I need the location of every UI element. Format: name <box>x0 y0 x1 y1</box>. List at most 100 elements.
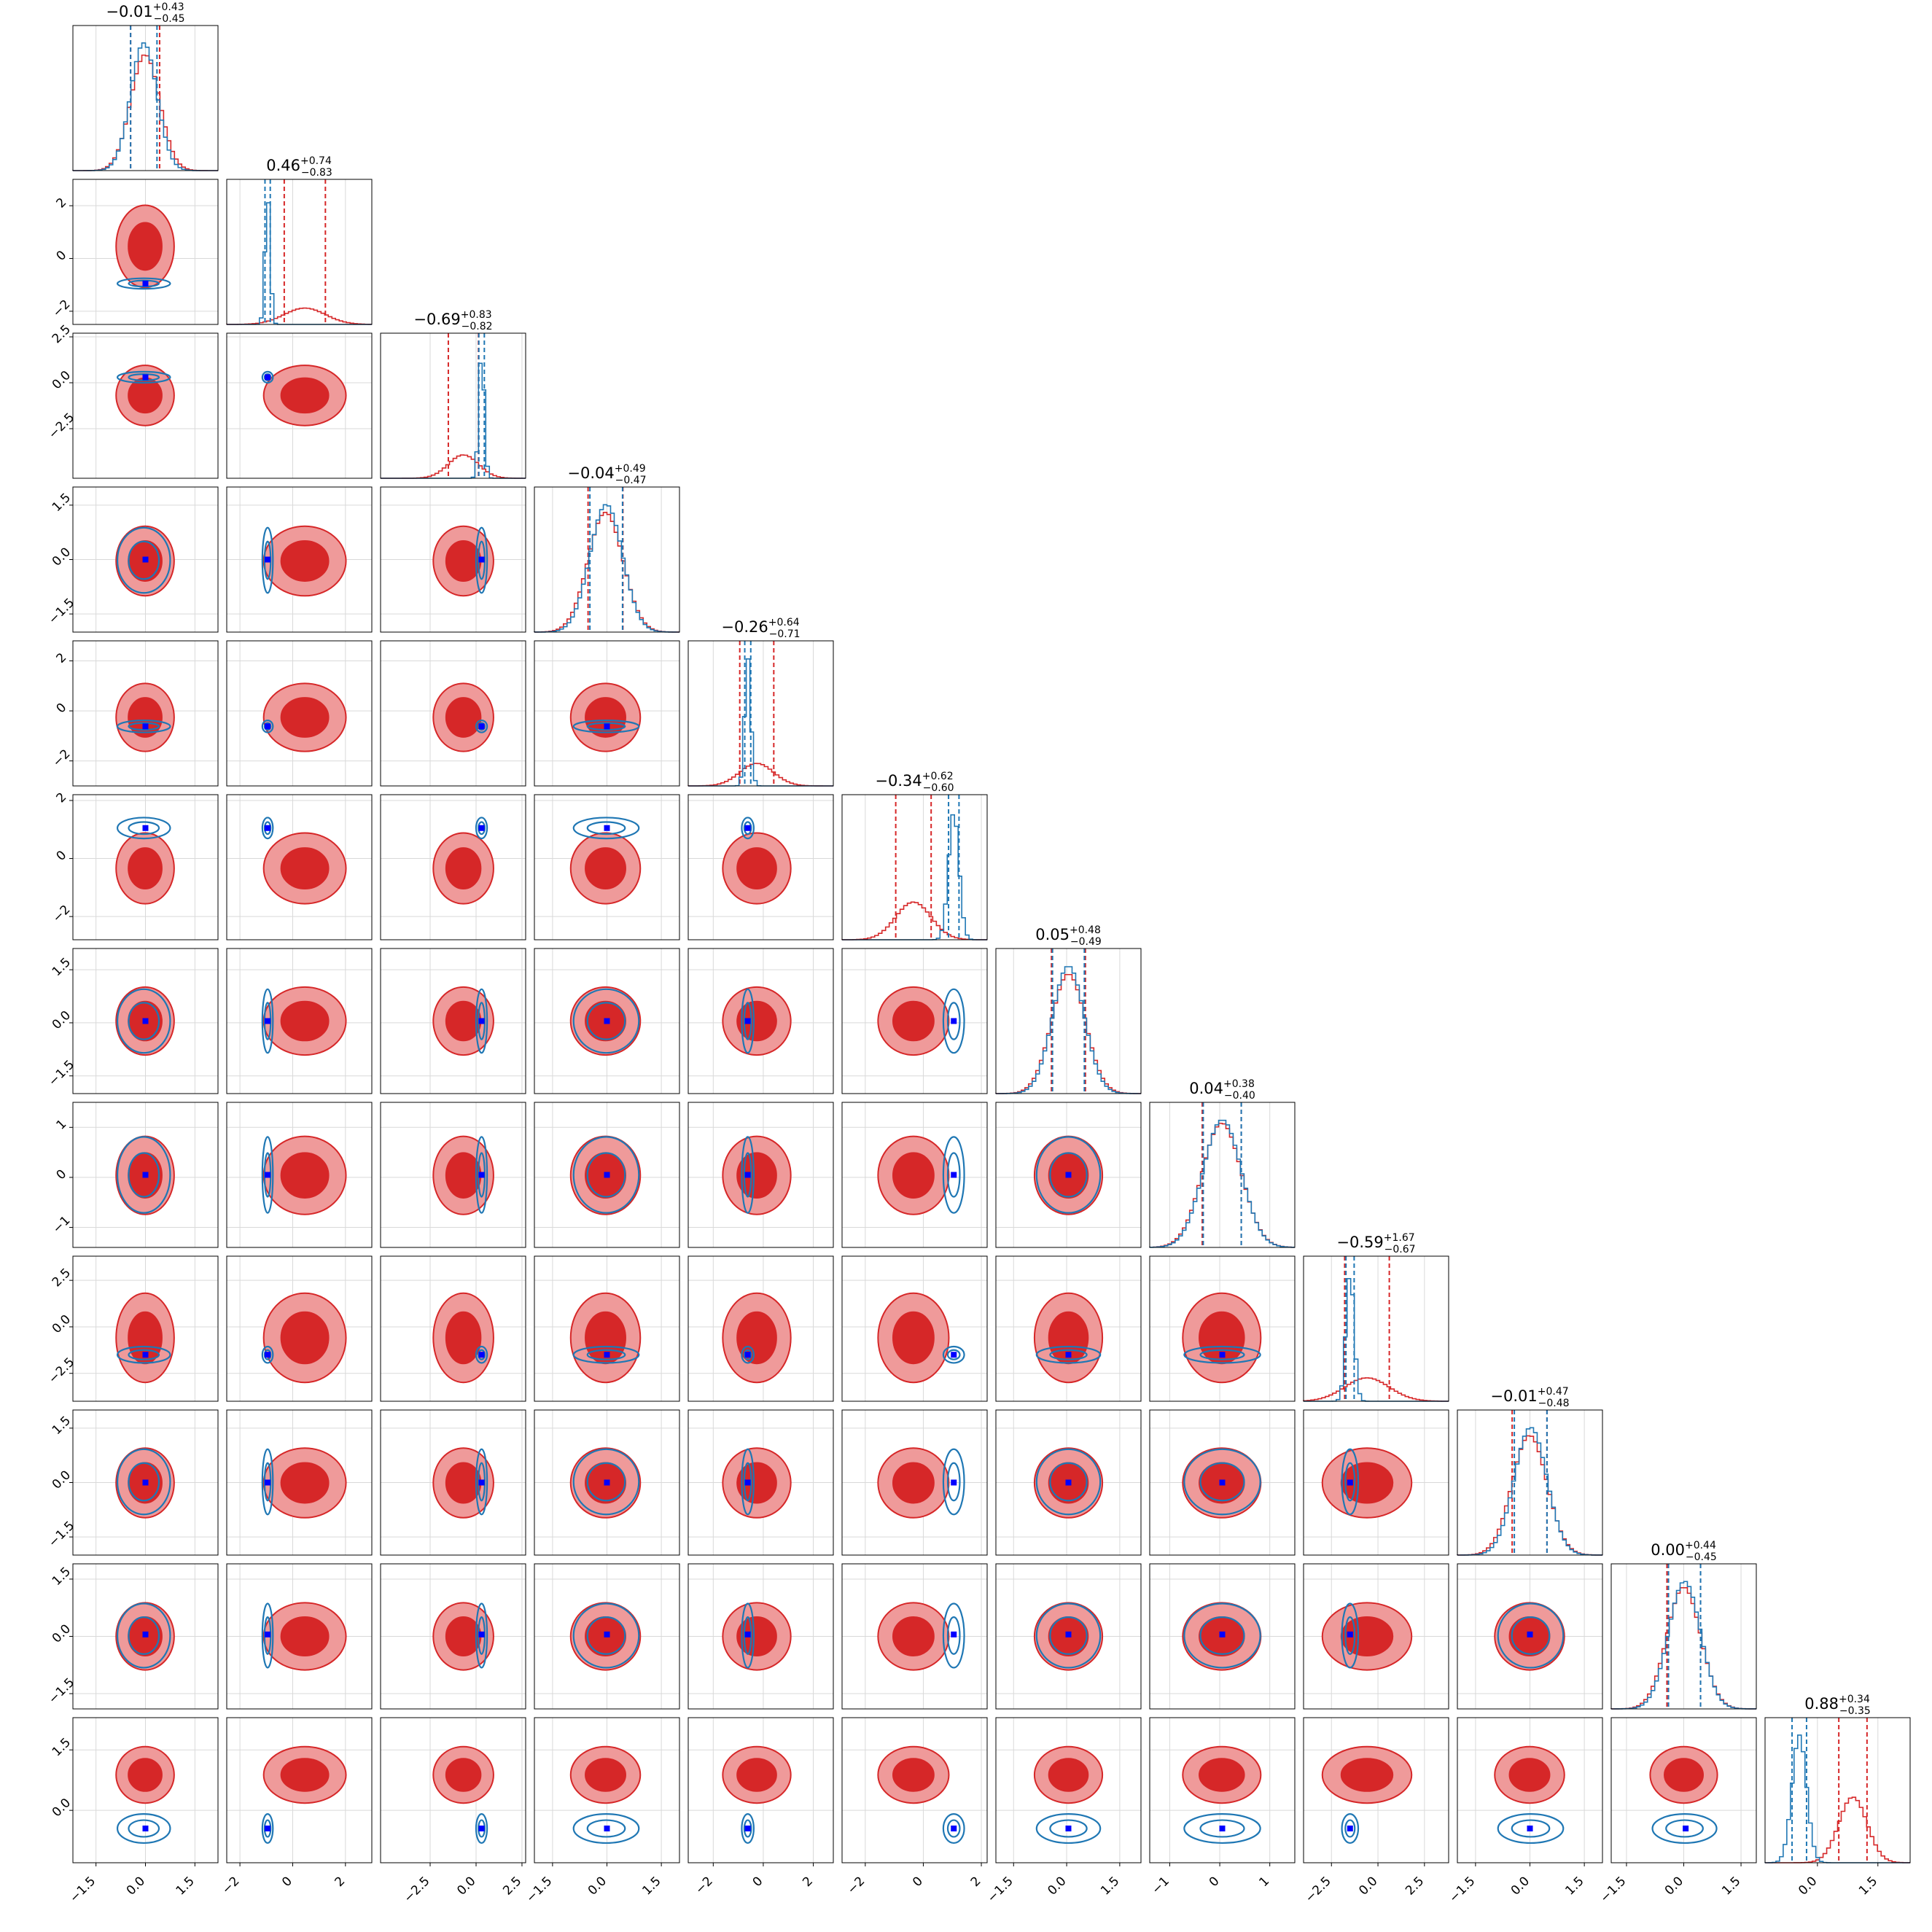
diag-panel-6: 0.05+0.48 −0.49 <box>995 924 1142 1094</box>
blue-contour-outer <box>261 1448 274 1516</box>
diag-title-4: −0.26+0.64 −0.71 <box>721 617 800 640</box>
panel-frame <box>995 948 1142 1094</box>
panel-frame <box>1149 1717 1296 1863</box>
blue-contour-outer <box>116 1813 171 1845</box>
blue-contour-inner <box>128 821 160 835</box>
diag-title-1: 0.46+0.74 −0.83 <box>266 155 332 179</box>
blue-contour-outer <box>261 720 274 733</box>
panel-8-0: −2.50.02.5 <box>46 1255 219 1402</box>
blue-contour-inner <box>946 1819 961 1838</box>
blue-contour-outer <box>1341 1602 1360 1669</box>
x-tick-label: −1.5 <box>67 1874 98 1905</box>
blue-contour-outer <box>1035 1345 1102 1364</box>
y-tick-label: 0.0 <box>50 1312 74 1336</box>
red-histogram <box>688 763 833 787</box>
truth-marker <box>604 1172 610 1178</box>
panel-frame <box>380 640 526 787</box>
x-tick-label: −2 <box>219 1874 243 1897</box>
panel-frame <box>72 640 219 787</box>
panel-9-0: −1.50.01.5 <box>46 1409 219 1556</box>
truth-marker <box>744 1018 751 1024</box>
panel-frame <box>380 486 526 633</box>
y-tick-label: 1.5 <box>50 1414 74 1438</box>
panel-3-2 <box>380 486 526 633</box>
blue-contour-outer <box>572 1602 640 1669</box>
x-tick-label: −1 <box>1149 1874 1172 1897</box>
y-tick-label: 1 <box>54 1117 70 1133</box>
truth-marker <box>951 1018 957 1024</box>
blue-contour-inner <box>1199 1616 1245 1655</box>
blue-contour-inner <box>478 1152 486 1198</box>
blue-contour-outer <box>1497 1813 1565 1845</box>
truth-marker <box>265 1352 271 1358</box>
blue-histogram <box>995 966 1141 1094</box>
red-contour-inner <box>736 1311 777 1365</box>
blue-contour-outer <box>1341 1813 1360 1845</box>
blue-contour-inner <box>128 1616 160 1655</box>
panel-frame <box>1610 1563 1757 1710</box>
blue-contour-inner <box>1199 1819 1245 1838</box>
truth-marker <box>142 1826 149 1832</box>
blue-contour-inner <box>743 821 752 835</box>
blue-contour-outer <box>116 988 171 1054</box>
red-contour-inner <box>280 1000 330 1042</box>
truth-marker <box>478 556 485 563</box>
blue-contour-outer <box>1497 1602 1565 1669</box>
panel-11-10: −1.5 0.0 1.5 <box>1597 1717 1757 1906</box>
panel-8-5 <box>841 1255 988 1402</box>
panel-frame <box>841 948 988 1094</box>
panel-frame <box>995 1409 1142 1556</box>
panel-9-1 <box>226 1409 373 1556</box>
panel-11-4: −2 0 2 <box>688 1717 834 1897</box>
panel-frame <box>995 1102 1142 1248</box>
truth-marker <box>265 1479 271 1486</box>
truth-marker <box>604 1479 610 1486</box>
panel-frame <box>534 1255 680 1402</box>
panel-frame <box>688 640 834 787</box>
blue-contour-inner <box>263 1819 272 1838</box>
x-tick-label: 0.0 <box>585 1874 609 1898</box>
panel-frame <box>380 948 526 1094</box>
diag-panel-10: 0.00+0.44 −0.45 <box>1610 1540 1757 1710</box>
x-tick-label: −2.5 <box>1302 1874 1333 1905</box>
blue-histogram <box>688 658 833 787</box>
blue-contour-inner <box>128 279 160 288</box>
blue-contour-inner <box>743 1616 752 1655</box>
blue-contour-inner <box>1344 1462 1356 1502</box>
blue-contour-outer <box>741 1448 755 1516</box>
red-contour-inner <box>445 1311 482 1365</box>
panel-6-5 <box>841 948 988 1094</box>
panel-frame <box>1149 1563 1296 1710</box>
blue-contour-inner <box>946 1462 961 1502</box>
panel-11-1: −2 0 2 <box>219 1717 373 1897</box>
blue-contour-outer <box>475 1813 488 1845</box>
truth-marker <box>142 280 149 287</box>
blue-contour-inner <box>128 373 160 381</box>
panel-frame <box>995 1563 1142 1710</box>
red-contour-inner <box>445 1758 482 1792</box>
panel-6-4 <box>688 948 834 1094</box>
truth-marker <box>951 1631 957 1637</box>
panel-7-6 <box>995 1102 1142 1248</box>
y-tick-label: 2 <box>54 650 70 666</box>
blue-contour-outer <box>116 526 171 594</box>
truth-marker <box>1065 1631 1072 1637</box>
blue-contour-inner <box>743 1002 752 1040</box>
truth-marker <box>744 1631 751 1637</box>
blue-contour-inner <box>946 1152 961 1198</box>
truth-marker <box>1065 1826 1072 1832</box>
truth-marker <box>1065 1479 1072 1486</box>
blue-contour-inner <box>586 1616 626 1655</box>
blue-contour-inner <box>263 722 272 731</box>
blue-contour-outer <box>261 988 274 1054</box>
diag-panel-7: 0.04+0.38 −0.40 <box>1149 1078 1296 1248</box>
truth-marker <box>142 374 149 381</box>
red-contour-inner <box>585 847 626 890</box>
panel-frame <box>688 948 834 1094</box>
blue-contour-outer <box>475 526 488 594</box>
panel-10-6 <box>995 1563 1142 1710</box>
truth-marker <box>265 1631 271 1637</box>
panel-10-0: −1.50.01.5 <box>46 1563 219 1710</box>
panel-frame <box>1303 1717 1449 1863</box>
blue-contour-outer <box>572 1813 640 1845</box>
